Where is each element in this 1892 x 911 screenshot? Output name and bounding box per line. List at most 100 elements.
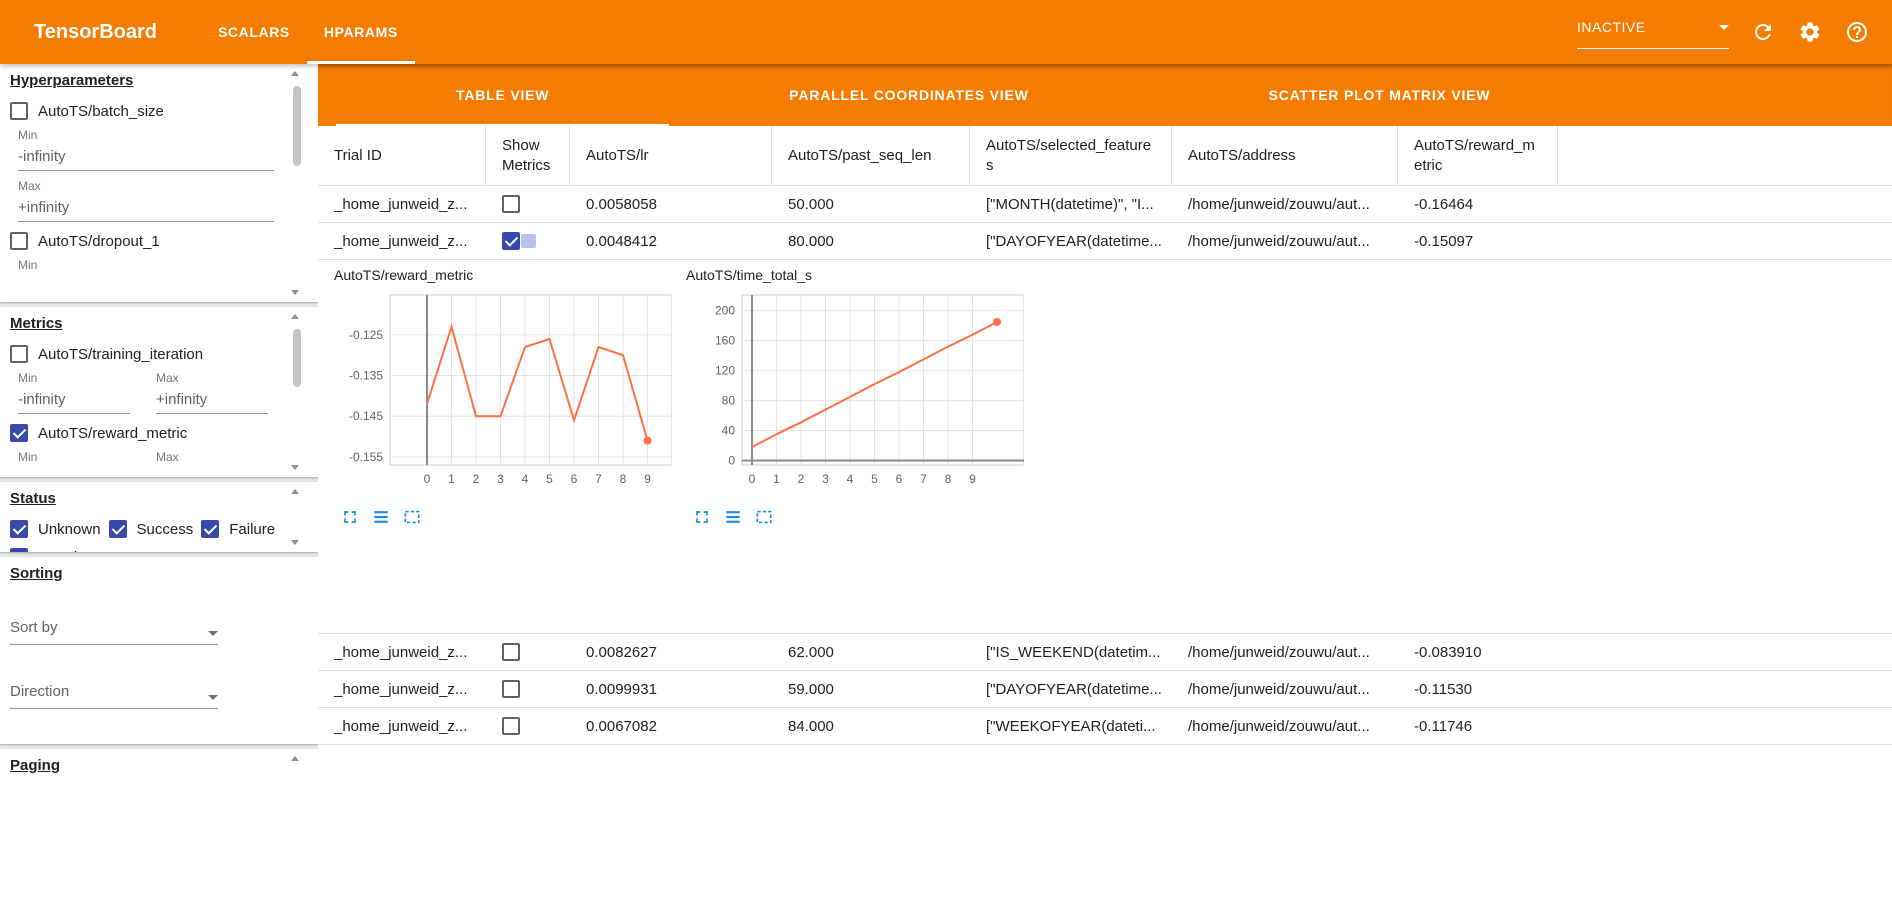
- sidebar: Hyperparameters AutoTS/batch_size Min -i…: [0, 64, 318, 911]
- top-tab-hparams[interactable]: HPARAMS: [306, 0, 415, 64]
- svg-text:4: 4: [847, 472, 854, 486]
- metric-reward-metric-row[interactable]: AutoTS/reward_metric: [10, 424, 292, 442]
- svg-text:0: 0: [749, 472, 756, 486]
- status-checkbox[interactable]: [10, 548, 28, 552]
- scrollbar-thumb[interactable]: [293, 86, 301, 166]
- min-input[interactable]: -infinity: [18, 148, 274, 171]
- chart-title: AutoTS/reward_metric: [334, 267, 474, 283]
- table-header: Trial ID Show Metrics AutoTS/lr AutoTS/past…: [318, 126, 1892, 186]
- hparam-dropout-row[interactable]: AutoTS/dropout_1: [10, 232, 292, 250]
- chevron-down-icon: [208, 631, 218, 636]
- table-row: _home_junweid_z... 0.0082627 62.000 ["IS_WE…: [318, 634, 1892, 671]
- svg-text:-0.145: -0.145: [349, 409, 383, 423]
- status-label: Failure: [229, 520, 276, 538]
- metric2-min-field: Min: [18, 450, 130, 464]
- status-row-running[interactable]: Running: [10, 548, 94, 552]
- paging-panel: Paging: [0, 749, 318, 911]
- dropout-checkbox[interactable]: [10, 232, 28, 250]
- scrollbar-thumb[interactable]: [293, 329, 301, 387]
- view-tab-scatter-plot-matrix-view[interactable]: SCATTER PLOT MATRIX VIEW: [1268, 87, 1491, 103]
- batch-size-checkbox[interactable]: [10, 102, 28, 120]
- show-metrics-checkbox[interactable]: [502, 717, 520, 735]
- status-row-failure[interactable]: Failure: [201, 520, 275, 538]
- scroll-down-arrow[interactable]: [291, 540, 299, 545]
- min-label: Min: [18, 450, 38, 464]
- metrics-charts-section: AutoTS/reward_metric -0.125 -0.135 -0.145 -0…: [318, 260, 1892, 634]
- svg-text:9: 9: [644, 472, 651, 486]
- scroll-up-arrow[interactable]: [291, 71, 299, 76]
- show-metrics-checkbox[interactable]: [502, 232, 520, 250]
- svg-text:0: 0: [728, 454, 735, 468]
- max-label: Max: [156, 450, 179, 464]
- hparam-batch-size-row[interactable]: AutoTS/batch_size: [10, 102, 292, 120]
- run-selector-dropdown[interactable]: INACTIVE: [1577, 15, 1729, 49]
- direction-select[interactable]: Direction: [10, 683, 218, 709]
- reward-metric-checkbox[interactable]: [10, 424, 28, 442]
- address-cell: /home/junweid/zouwu/aut...: [1188, 232, 1370, 250]
- past-seq-len-cell: 62.000: [788, 643, 834, 661]
- dropout-min-field: Min: [18, 258, 274, 272]
- show-metrics-cell: [486, 671, 570, 707]
- column-header: AutoTS/past_seq_len: [772, 126, 970, 185]
- line-chart[interactable]: 0 40 80 120 160 200 0 1 2 3 4 5 6 7 8 9: [686, 289, 1025, 491]
- status-row-success[interactable]: Success: [108, 520, 193, 538]
- status-checkbox[interactable]: [10, 520, 28, 538]
- fullscreen-icon[interactable]: [692, 507, 712, 527]
- view-tab-parallel-coordinates-view[interactable]: PARALLEL COORDINATES VIEW: [789, 87, 1029, 103]
- data-table-icon[interactable]: [723, 507, 743, 527]
- settings-icon[interactable]: [1797, 19, 1823, 45]
- training-iteration-checkbox[interactable]: [10, 345, 28, 363]
- paging-title: Paging: [10, 757, 61, 774]
- marquee-select-icon[interactable]: [402, 507, 422, 527]
- line-chart[interactable]: -0.125 -0.135 -0.145 -0.155 0 1 2 3 4 5 6 7 8 9: [334, 289, 673, 491]
- show-metrics-checkbox[interactable]: [502, 643, 520, 661]
- scroll-up-arrow[interactable]: [291, 756, 299, 761]
- past-seq-len-cell: 59.000: [788, 680, 834, 698]
- svg-text:5: 5: [546, 472, 553, 486]
- past-seq-len-cell: 50.000: [788, 195, 834, 213]
- lr-cell: 0.0048412: [586, 232, 657, 250]
- table-row: _home_junweid_z... 0.0067082 84.000 ["WEEKO…: [318, 708, 1892, 745]
- past-seq-len-cell: 80.000: [788, 232, 834, 250]
- trial-id-cell: _home_junweid_z...: [334, 680, 468, 698]
- scroll-down-arrow[interactable]: [291, 465, 299, 470]
- checkbox-ripple: [521, 234, 536, 248]
- status-items: Unknown Success Failure Running: [10, 510, 306, 552]
- min-input[interactable]: -infinity: [18, 391, 130, 414]
- scroll-up-arrow[interactable]: [291, 314, 299, 319]
- svg-text:-0.125: -0.125: [349, 328, 383, 342]
- top-tab-scalars[interactable]: SCALARS: [217, 24, 290, 40]
- status-row-unknown[interactable]: Unknown: [10, 520, 101, 538]
- sort-by-select[interactable]: Sort by: [10, 619, 218, 645]
- view-tab-table-view[interactable]: TABLE VIEW: [336, 64, 670, 126]
- lr-cell: 0.0058058: [586, 195, 657, 213]
- chevron-down-icon: [1719, 24, 1729, 30]
- scroll-down-arrow[interactable]: [291, 290, 299, 295]
- metric-min-field: Min -infinity: [18, 371, 130, 414]
- status-checkbox[interactable]: [201, 520, 220, 538]
- address-cell: /home/junweid/zouwu/aut...: [1188, 643, 1370, 661]
- marquee-select-icon[interactable]: [754, 507, 774, 527]
- scroll-up-arrow[interactable]: [291, 489, 299, 494]
- selected-features-cell: ["DAYOFYEAR(datetime...: [986, 680, 1162, 698]
- svg-text:80: 80: [722, 394, 736, 408]
- max-input[interactable]: +infinity: [156, 391, 268, 414]
- selected-features-cell: ["DAYOFYEAR(datetime...: [986, 232, 1162, 250]
- trial-id-cell: _home_junweid_z...: [334, 232, 468, 250]
- hyperparameters-title: Hyperparameters: [10, 72, 134, 89]
- svg-text:8: 8: [945, 472, 952, 486]
- refresh-icon[interactable]: [1750, 19, 1776, 45]
- show-metrics-cell: [486, 708, 570, 744]
- show-metrics-checkbox[interactable]: [502, 195, 520, 213]
- show-metrics-checkbox[interactable]: [502, 680, 520, 698]
- metric-max-field: Max +infinity: [156, 371, 268, 414]
- max-input[interactable]: +infinity: [18, 199, 274, 222]
- status-label: Unknown: [38, 520, 101, 538]
- toolbar-right: INACTIVE: [1577, 0, 1892, 64]
- status-checkbox[interactable]: [108, 520, 127, 538]
- help-icon[interactable]: [1844, 19, 1870, 45]
- sorting-panel: Sorting Sort by Direction: [0, 557, 318, 744]
- metric-training-iteration-row[interactable]: AutoTS/training_iteration: [10, 345, 292, 363]
- data-table-icon[interactable]: [371, 507, 391, 527]
- fullscreen-icon[interactable]: [340, 507, 360, 527]
